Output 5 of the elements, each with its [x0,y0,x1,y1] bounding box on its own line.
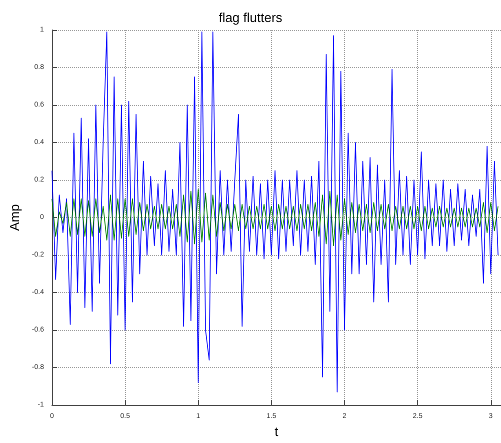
chart-title: flag flutters [218,10,283,25]
line-series [52,31,498,392]
x-axis-title: t [274,424,279,439]
line-series [52,189,498,246]
y-axis-title: Amp [7,204,22,231]
